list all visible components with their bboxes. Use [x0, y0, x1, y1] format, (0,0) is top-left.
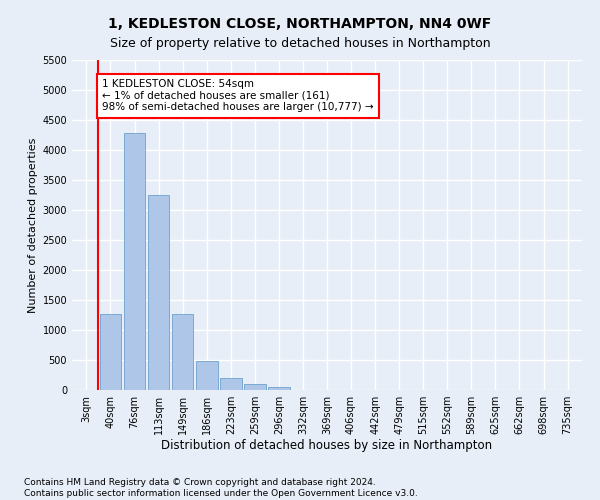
Bar — [196, 360, 218, 390]
Text: Size of property relative to detached houses in Northampton: Size of property relative to detached ho… — [110, 38, 490, 51]
Y-axis label: Number of detached properties: Number of detached properties — [28, 138, 38, 312]
X-axis label: Distribution of detached houses by size in Northampton: Distribution of detached houses by size … — [161, 438, 493, 452]
Bar — [124, 133, 145, 390]
Bar — [268, 386, 290, 390]
Bar — [220, 378, 242, 390]
Bar — [172, 314, 193, 390]
Bar — [100, 314, 121, 390]
Bar — [148, 195, 169, 390]
Text: 1 KEDLESTON CLOSE: 54sqm
← 1% of detached houses are smaller (161)
98% of semi-d: 1 KEDLESTON CLOSE: 54sqm ← 1% of detache… — [102, 79, 374, 112]
Text: Contains HM Land Registry data © Crown copyright and database right 2024.
Contai: Contains HM Land Registry data © Crown c… — [24, 478, 418, 498]
Bar — [244, 384, 266, 390]
Text: 1, KEDLESTON CLOSE, NORTHAMPTON, NN4 0WF: 1, KEDLESTON CLOSE, NORTHAMPTON, NN4 0WF — [109, 18, 491, 32]
